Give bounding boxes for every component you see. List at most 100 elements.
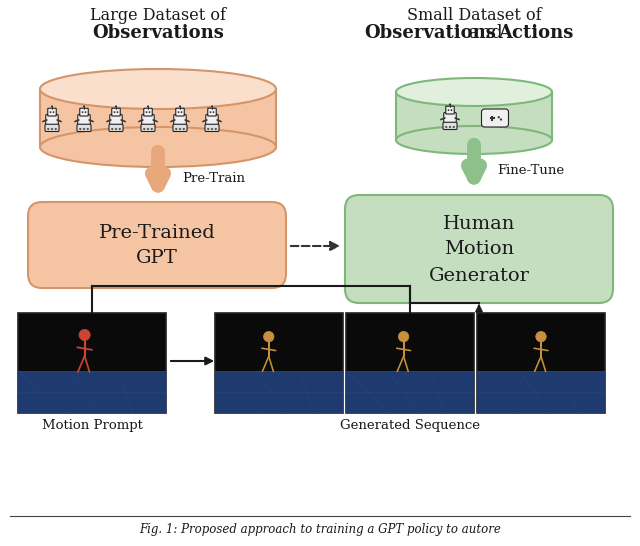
FancyBboxPatch shape bbox=[345, 195, 613, 303]
Circle shape bbox=[116, 111, 118, 113]
Circle shape bbox=[83, 105, 85, 108]
Circle shape bbox=[115, 128, 117, 130]
Circle shape bbox=[79, 329, 90, 341]
FancyBboxPatch shape bbox=[48, 108, 56, 116]
Circle shape bbox=[114, 111, 115, 113]
Bar bbox=[18, 371, 166, 413]
FancyBboxPatch shape bbox=[173, 115, 186, 127]
FancyBboxPatch shape bbox=[176, 108, 184, 116]
Text: Pre-Trained: Pre-Trained bbox=[99, 224, 216, 242]
FancyBboxPatch shape bbox=[45, 124, 59, 132]
Circle shape bbox=[50, 111, 51, 113]
Circle shape bbox=[179, 128, 181, 130]
Circle shape bbox=[79, 128, 81, 130]
FancyBboxPatch shape bbox=[28, 202, 286, 288]
FancyBboxPatch shape bbox=[443, 122, 457, 129]
Ellipse shape bbox=[40, 127, 276, 167]
FancyBboxPatch shape bbox=[445, 106, 454, 114]
Circle shape bbox=[147, 128, 149, 130]
Circle shape bbox=[451, 109, 452, 111]
Circle shape bbox=[498, 116, 500, 118]
Circle shape bbox=[115, 105, 117, 108]
Bar bbox=[346, 371, 474, 413]
Circle shape bbox=[214, 128, 217, 130]
Circle shape bbox=[118, 128, 121, 130]
FancyBboxPatch shape bbox=[77, 124, 91, 132]
Text: Human: Human bbox=[443, 215, 515, 233]
Bar bbox=[477, 313, 605, 413]
Circle shape bbox=[51, 105, 53, 108]
Circle shape bbox=[147, 105, 149, 108]
Circle shape bbox=[47, 128, 49, 130]
Circle shape bbox=[182, 128, 185, 130]
Circle shape bbox=[179, 105, 181, 108]
Text: Observations: Observations bbox=[364, 24, 496, 42]
Circle shape bbox=[148, 111, 150, 113]
FancyBboxPatch shape bbox=[144, 108, 152, 116]
Circle shape bbox=[83, 128, 85, 130]
Bar bbox=[215, 313, 343, 413]
Circle shape bbox=[264, 331, 274, 342]
FancyBboxPatch shape bbox=[205, 124, 219, 132]
Text: and: and bbox=[463, 24, 509, 42]
Circle shape bbox=[500, 118, 502, 121]
FancyBboxPatch shape bbox=[173, 124, 187, 132]
Text: Motion Prompt: Motion Prompt bbox=[42, 418, 143, 431]
Circle shape bbox=[212, 111, 214, 113]
Circle shape bbox=[536, 331, 546, 342]
Bar bbox=[477, 371, 605, 413]
FancyBboxPatch shape bbox=[112, 108, 120, 116]
FancyBboxPatch shape bbox=[205, 115, 218, 127]
Circle shape bbox=[211, 105, 213, 108]
Circle shape bbox=[207, 128, 209, 130]
Bar bbox=[346, 313, 474, 413]
Circle shape bbox=[447, 109, 449, 111]
Bar bbox=[18, 313, 166, 413]
Text: Observations: Observations bbox=[92, 24, 224, 42]
Circle shape bbox=[86, 128, 89, 130]
Ellipse shape bbox=[40, 69, 276, 109]
Circle shape bbox=[143, 128, 145, 130]
Circle shape bbox=[150, 128, 153, 130]
Circle shape bbox=[54, 128, 57, 130]
Circle shape bbox=[82, 111, 83, 113]
Text: Actions: Actions bbox=[499, 24, 573, 42]
Text: Generator: Generator bbox=[429, 267, 529, 285]
FancyBboxPatch shape bbox=[141, 124, 155, 132]
Ellipse shape bbox=[396, 78, 552, 106]
Circle shape bbox=[175, 128, 177, 130]
Text: Fine-Tune: Fine-Tune bbox=[497, 163, 564, 176]
Circle shape bbox=[51, 128, 53, 130]
Text: GPT: GPT bbox=[136, 249, 178, 267]
FancyBboxPatch shape bbox=[109, 124, 123, 132]
Text: Generated Sequence: Generated Sequence bbox=[340, 418, 480, 431]
FancyBboxPatch shape bbox=[80, 108, 88, 116]
Bar bbox=[40, 89, 276, 147]
FancyBboxPatch shape bbox=[77, 115, 90, 127]
Ellipse shape bbox=[396, 126, 552, 154]
Circle shape bbox=[211, 128, 213, 130]
Circle shape bbox=[84, 111, 86, 113]
Circle shape bbox=[178, 111, 179, 113]
Text: Pre-Train: Pre-Train bbox=[182, 171, 245, 185]
Circle shape bbox=[452, 126, 455, 128]
Text: Small Dataset of: Small Dataset of bbox=[406, 8, 541, 25]
Circle shape bbox=[449, 126, 451, 128]
Text: Motion: Motion bbox=[444, 240, 514, 258]
Circle shape bbox=[398, 331, 409, 342]
Circle shape bbox=[210, 111, 211, 113]
Bar bbox=[396, 92, 552, 140]
Circle shape bbox=[180, 111, 182, 113]
Text: Large Dataset of: Large Dataset of bbox=[90, 8, 226, 25]
Text: Fig. 1: Proposed approach to training a GPT policy to autore: Fig. 1: Proposed approach to training a … bbox=[139, 524, 501, 537]
Circle shape bbox=[449, 103, 451, 105]
Circle shape bbox=[146, 111, 147, 113]
Circle shape bbox=[111, 128, 113, 130]
FancyBboxPatch shape bbox=[45, 115, 58, 127]
FancyBboxPatch shape bbox=[481, 109, 509, 127]
FancyBboxPatch shape bbox=[444, 112, 456, 125]
FancyBboxPatch shape bbox=[109, 115, 122, 127]
Circle shape bbox=[445, 126, 447, 128]
Circle shape bbox=[52, 111, 54, 113]
FancyBboxPatch shape bbox=[208, 108, 216, 116]
